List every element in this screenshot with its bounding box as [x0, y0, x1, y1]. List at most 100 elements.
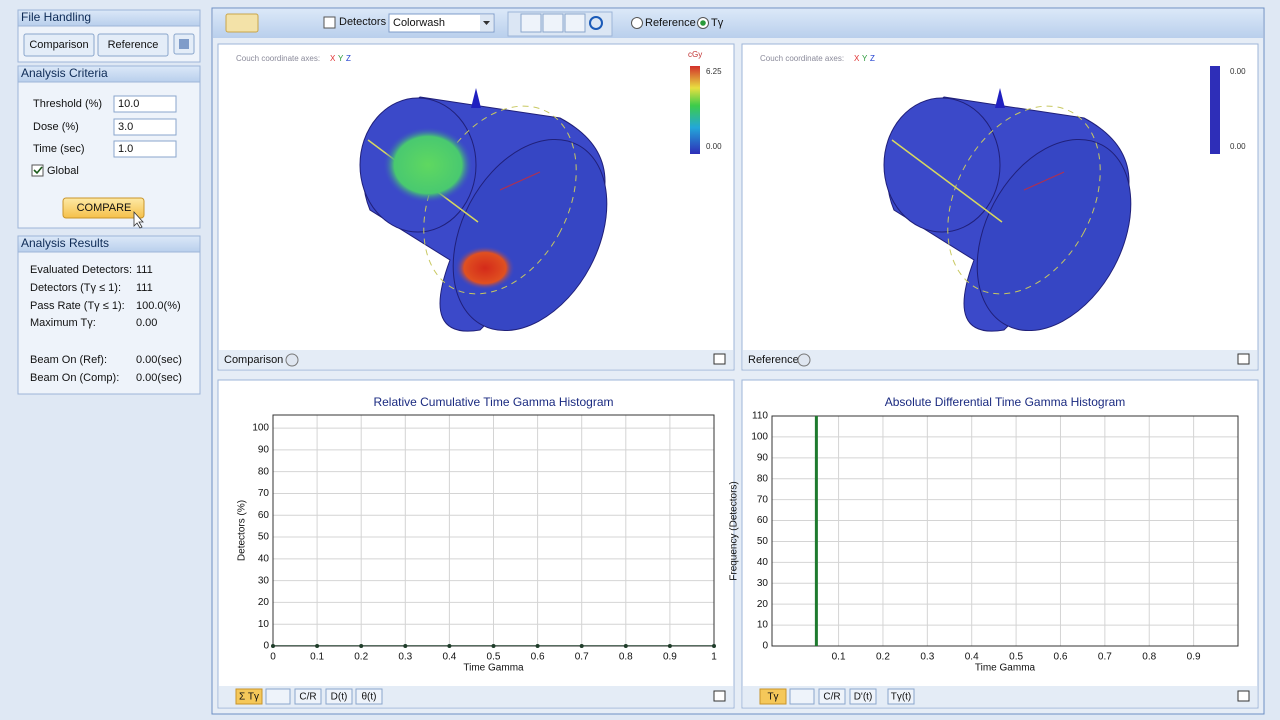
checkbox-label[interactable]: Global [47, 165, 79, 177]
maximize-icon[interactable] [713, 690, 726, 702]
phantom-3d [359, 88, 608, 332]
colorbar-max: 0.00 [1230, 67, 1246, 76]
checkbox[interactable] [31, 164, 44, 177]
info-icon[interactable] [797, 353, 811, 367]
radio-dot [700, 20, 706, 26]
text-input[interactable] [113, 140, 177, 158]
button-label[interactable]: Reference [108, 39, 159, 51]
tool-button[interactable] [564, 13, 586, 33]
axis-name: Y [862, 54, 868, 63]
chart-panel [741, 379, 1259, 709]
button[interactable] [23, 33, 95, 57]
tab-label[interactable]: C/R [823, 692, 840, 703]
tab-button[interactable] [325, 688, 353, 705]
tab-button[interactable] [759, 688, 787, 705]
maximize-icon[interactable] [1237, 690, 1250, 702]
maximize-icon[interactable] [713, 353, 726, 365]
field-value[interactable]: 3.0 [118, 121, 133, 133]
panel-title: Analysis Results [21, 236, 109, 250]
checkbox[interactable] [323, 16, 336, 29]
axes-caption: Couch coordinate axes: [236, 54, 320, 63]
axis-name: Y [338, 54, 344, 63]
checkmark [33, 166, 43, 175]
tool-button[interactable] [520, 13, 542, 33]
data-point [271, 644, 275, 648]
colorbar [1210, 66, 1220, 154]
field-value[interactable]: 10.0 [118, 98, 139, 110]
y-tick-label: 10 [258, 619, 270, 630]
radio[interactable] [631, 17, 643, 29]
checkbox-label[interactable]: Detectors [339, 16, 387, 28]
reset-icon[interactable] [589, 16, 603, 30]
text-input[interactable] [113, 95, 177, 113]
toolbar-button[interactable] [225, 13, 259, 33]
y-tick-label: 20 [258, 597, 270, 608]
maximize-icon[interactable] [1237, 353, 1250, 365]
colorbar [690, 66, 700, 154]
tab-button[interactable] [355, 688, 383, 705]
phantom-face [976, 138, 1132, 332]
result-label: Detectors (Tγ ≤ 1): [30, 282, 121, 294]
y-tick-label: 0 [263, 641, 269, 652]
result-label: Evaluated Detectors: [30, 264, 132, 276]
tab-button[interactable] [265, 688, 291, 705]
x-tick-label: 0.6 [1054, 652, 1068, 663]
y-tick-label: 60 [757, 515, 769, 526]
y-tick-label: 70 [757, 494, 769, 505]
tab-label[interactable]: Σ Tγ [239, 692, 259, 703]
tab-button[interactable] [887, 688, 915, 705]
cursor [133, 210, 144, 229]
y-tick-label: 100 [751, 432, 768, 443]
dash-ring [947, 105, 1101, 295]
view-footer [219, 350, 733, 369]
tab-button[interactable] [789, 688, 815, 705]
y-tick-label: 30 [757, 578, 769, 589]
data-point [667, 644, 672, 648]
button-label[interactable]: Comparison [29, 39, 88, 51]
y-tick-label: 70 [258, 488, 270, 499]
radio-label[interactable]: Tγ [711, 17, 724, 29]
x-tick-label: 0.9 [663, 652, 677, 663]
y-tick-label: 30 [258, 575, 270, 586]
tab-button[interactable] [849, 688, 877, 705]
field-value[interactable]: 1.0 [118, 143, 133, 155]
info-icon[interactable] [285, 353, 299, 367]
tab-button[interactable] [818, 688, 846, 705]
x-tick-label: 0.6 [531, 652, 545, 663]
y-tick-label: 80 [757, 473, 769, 484]
data-point [712, 644, 716, 648]
y-tick-label: 40 [757, 557, 769, 568]
tab-label[interactable]: D'(t) [854, 692, 873, 703]
button-label[interactable]: COMPARE [77, 202, 132, 214]
tab-label[interactable]: Tγ(t) [891, 692, 912, 703]
button[interactable] [97, 33, 169, 57]
tool-button[interactable] [542, 13, 564, 33]
radio-label[interactable]: Reference [645, 17, 696, 29]
x-tick-label: 0.5 [487, 652, 501, 663]
colorbar-max: 6.25 [706, 67, 722, 76]
tab-label[interactable]: C/R [299, 692, 316, 703]
dropdown-value[interactable]: Colorwash [393, 17, 445, 29]
y-tick-label: 80 [258, 466, 270, 477]
compare-button[interactable] [62, 197, 145, 219]
colorbar-min: 0.00 [1230, 142, 1246, 151]
tab-button[interactable] [294, 688, 322, 705]
y-tick-label: 110 [752, 411, 768, 422]
axis-line [1023, 171, 1065, 191]
dropdown[interactable] [388, 13, 495, 33]
tab-label[interactable]: D(t) [331, 692, 348, 703]
colorbar-unit: cGy [688, 50, 702, 59]
y-axis-label: Detectors (%) [237, 500, 248, 561]
x-tick-label: 0.9 [1187, 652, 1201, 663]
tab-button[interactable] [235, 688, 263, 705]
tab-label[interactable]: Tγ [767, 692, 778, 703]
toolbar [213, 9, 1263, 38]
view-title: Reference [748, 354, 799, 366]
data-point [359, 644, 364, 648]
tab-label[interactable]: θ(t) [362, 692, 377, 703]
data-point [447, 644, 452, 648]
data-point [315, 644, 320, 648]
x-axis-label: Time Gamma [975, 663, 1036, 674]
text-input[interactable] [113, 118, 177, 136]
